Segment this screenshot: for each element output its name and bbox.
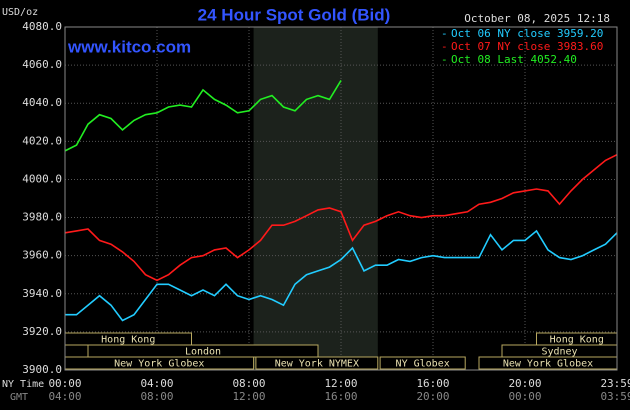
series-line (64, 79, 342, 152)
x-axis-label: NY Time (2, 379, 44, 390)
legend-label: Oct 08 Last 4052.40 (451, 53, 577, 66)
x-tick-label: 20:00 (508, 377, 541, 390)
legend-marker: - (441, 27, 448, 40)
x-tick-label: 16:00 (416, 377, 449, 390)
session-box (255, 356, 379, 370)
session-label: Sydney (541, 347, 577, 358)
timestamp: October 08, 2025 12:18 (464, 12, 610, 25)
session-label: New York Globex (503, 359, 593, 370)
x2-tick-label: 00:00 (508, 390, 541, 403)
session-label: Hong Kong (101, 335, 155, 346)
y-tick-label: 3920.0 (22, 325, 62, 338)
y-tick-label: 4060.0 (22, 58, 62, 71)
session-label: New York Globex (114, 359, 204, 370)
series-line (64, 153, 618, 282)
site-label: www.kitco.com (67, 37, 191, 56)
y-tick-label: 3940.0 (22, 287, 62, 300)
y-tick-label: 3980.0 (22, 211, 62, 224)
unit-label: USD/oz (2, 7, 38, 18)
x-tick-label: 08:00 (232, 377, 265, 390)
x-tick-label: 23:59 (600, 377, 630, 390)
x2-tick-label: 16:00 (324, 390, 357, 403)
y-tick-label: 4000.0 (22, 172, 62, 185)
legend-label: Oct 06 NY close 3959.20 (451, 27, 603, 40)
highlight-band (253, 27, 378, 370)
y-tick-label: 4020.0 (22, 134, 62, 147)
series-line (65, 229, 618, 322)
session-label: NY Globex (396, 359, 450, 370)
legend-marker: - (441, 40, 448, 53)
chart-title: 24 Hour Spot Gold (Bid) (198, 5, 391, 24)
x-tick-label: 00:00 (48, 377, 81, 390)
session-label: Hong Kong (550, 335, 604, 346)
x2-tick-label: 03:59 (600, 390, 630, 403)
x-tick-label: 12:00 (324, 377, 357, 390)
x-tick-label: 04:00 (140, 377, 173, 390)
plot-frame (64, 26, 618, 371)
x2-axis-label: GMT (10, 392, 28, 403)
session-label: New York NYMEX (275, 359, 359, 370)
y-tick-label: 3900.0 (22, 363, 62, 376)
x2-tick-label: 20:00 (416, 390, 449, 403)
legend-label: Oct 07 NY close 3983.60 (451, 40, 603, 53)
x2-tick-label: 08:00 (140, 390, 173, 403)
legend-marker: - (441, 53, 448, 66)
y-tick-label: 4080.0 (22, 20, 62, 33)
x2-tick-label: 12:00 (232, 390, 265, 403)
y-tick-label: 3960.0 (22, 249, 62, 262)
y-tick-label: 4040.0 (22, 96, 62, 109)
x2-tick-label: 04:00 (48, 390, 81, 403)
session-label: London (185, 347, 221, 358)
session-box (379, 356, 466, 370)
